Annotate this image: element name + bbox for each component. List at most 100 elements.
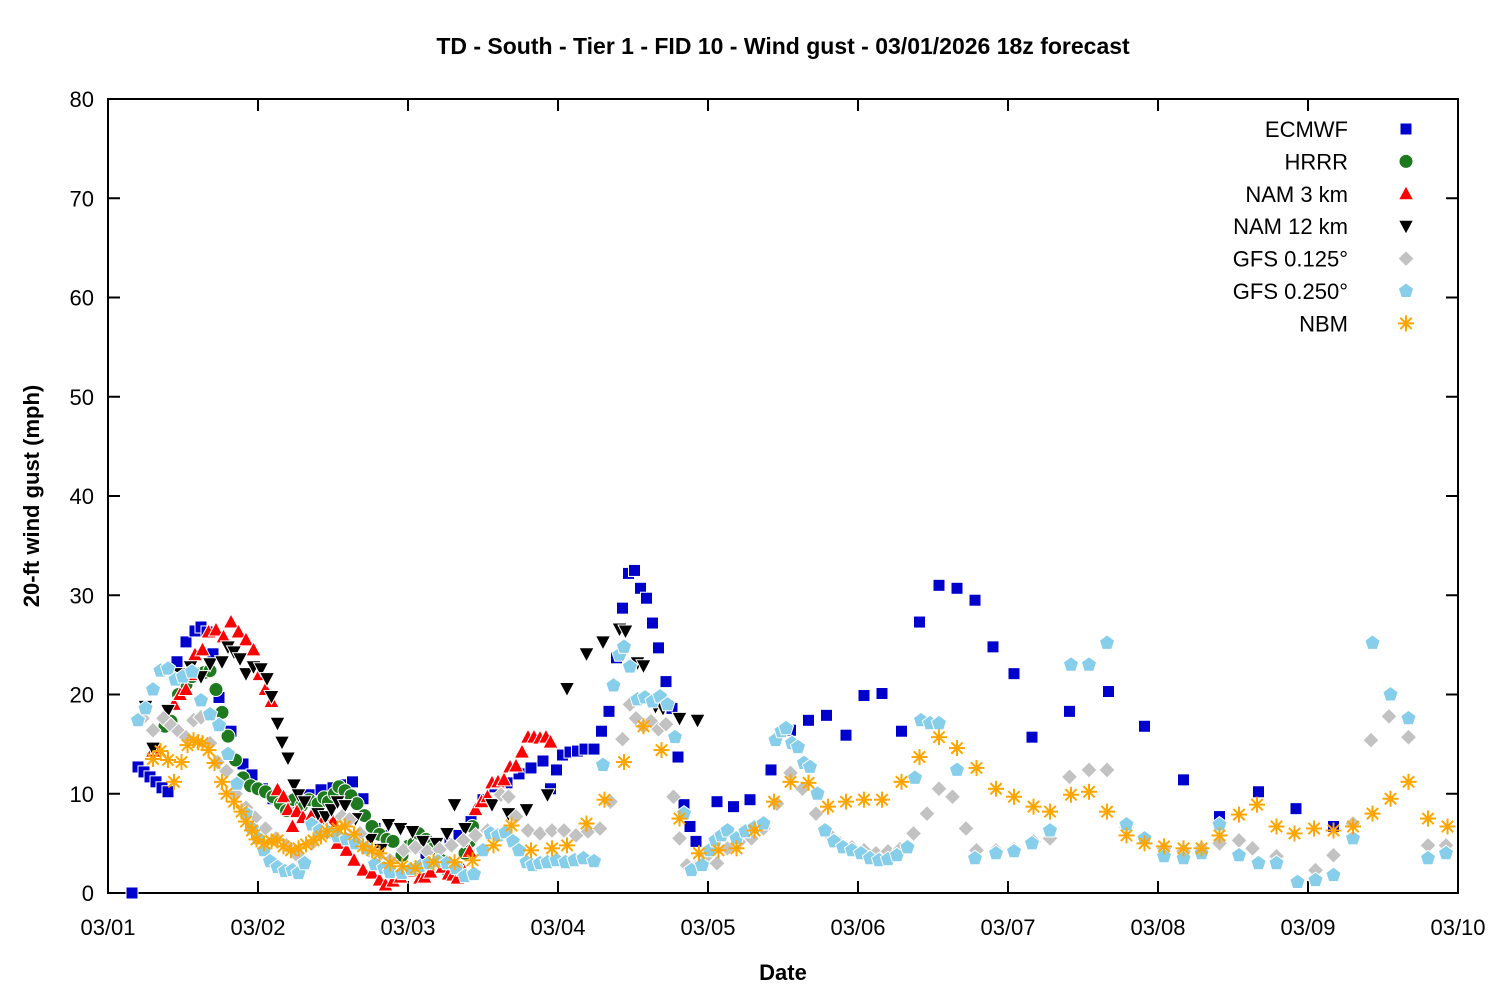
data-point-square — [743, 793, 757, 807]
data-point-asterisk — [578, 815, 595, 832]
y-tick-label: 10 — [70, 782, 94, 807]
data-point-triangle-down — [404, 824, 421, 841]
data-point-diamond — [957, 819, 975, 838]
data-point-square — [671, 750, 685, 764]
data-point-pentagon — [719, 821, 736, 838]
data-point-square — [710, 795, 724, 809]
data-point-triangle-up — [237, 630, 255, 647]
data-point-diamond — [1362, 731, 1380, 749]
data-point-square — [913, 615, 926, 629]
data-point-triangle-up — [422, 863, 439, 879]
data-point-asterisk — [371, 845, 388, 862]
data-point-pentagon — [605, 676, 622, 693]
data-point-square — [839, 728, 853, 742]
data-point-diamond — [613, 730, 632, 748]
data-point-pentagon — [296, 854, 313, 871]
data-point-square — [857, 688, 871, 702]
data-point-pentagon — [1155, 847, 1173, 864]
data-point-square — [1138, 719, 1151, 733]
data-point-square — [179, 635, 193, 649]
data-point-triangle-up — [222, 612, 240, 629]
data-point-triangle-down — [483, 798, 501, 814]
data-point-pentagon — [1268, 854, 1285, 871]
data-point-square — [1025, 730, 1039, 744]
data-point-asterisk — [1081, 783, 1097, 800]
x-tick-label: 03/08 — [1130, 915, 1185, 940]
data-point-asterisk — [1211, 827, 1228, 844]
data-point-asterisk — [1286, 825, 1303, 842]
data-point-square — [646, 616, 659, 630]
data-point-triangle-down — [279, 751, 297, 768]
data-point-square — [161, 785, 175, 799]
data-point-triangle-up — [363, 864, 381, 880]
x-tick-label: 03/03 — [380, 915, 435, 940]
data-point-diamond — [591, 819, 609, 838]
data-point-pentagon — [666, 728, 684, 745]
data-point-pentagon — [159, 660, 177, 676]
data-point-triangle-down — [518, 803, 535, 819]
data-point-triangle-down — [456, 821, 474, 838]
data-point-square — [802, 713, 815, 727]
y-tick-label: 40 — [70, 484, 94, 509]
data-point-diamond — [1324, 846, 1343, 864]
legend-label: GFS 0.250° — [1233, 279, 1348, 304]
data-point-triangle-down — [635, 659, 652, 675]
data-point-pentagon — [1175, 849, 1192, 866]
data-point-triangle-down — [594, 635, 612, 651]
data-point-diamond — [1243, 839, 1262, 858]
data-point-pentagon — [1397, 282, 1415, 298]
data-point-asterisk — [446, 854, 463, 871]
data-point-asterisk — [152, 743, 169, 760]
data-point-triangle-up — [194, 640, 211, 657]
data-point-square — [1252, 785, 1265, 799]
data-point-pentagon — [1062, 656, 1080, 672]
data-point-pentagon — [816, 821, 834, 838]
data-point-diamond — [519, 821, 537, 840]
data-point-square — [125, 886, 139, 900]
data-point-pentagon — [615, 638, 633, 654]
data-point-asterisk — [616, 753, 632, 770]
data-point-square — [1102, 685, 1115, 699]
data-point-square — [968, 593, 982, 607]
data-point-triangle-down — [252, 662, 270, 678]
data-point-pentagon — [183, 663, 201, 679]
data-point-square — [932, 578, 946, 592]
legend: ECMWF HRRR NAM 3 km NAM 12 km GFS 0.125° GFS … — [1233, 117, 1415, 336]
data-point-circle — [385, 833, 401, 849]
data-point-diamond — [1380, 707, 1398, 726]
data-point-asterisk — [968, 759, 985, 776]
data-point-triangle-up — [513, 743, 531, 759]
data-point-diamond — [442, 836, 461, 855]
data-point-square — [689, 834, 703, 848]
data-point-diamond — [943, 788, 962, 806]
data-point-square — [875, 687, 889, 701]
data-point-asterisk — [346, 826, 362, 843]
data-point-pentagon — [906, 769, 924, 785]
data-point-asterisk — [1364, 805, 1381, 822]
data-point-asterisk — [173, 753, 190, 770]
data-point-asterisk — [200, 742, 217, 759]
data-point-square — [1177, 773, 1190, 787]
data-point-square — [587, 742, 601, 756]
data-point-triangle-up — [345, 851, 363, 867]
y-tick-label: 20 — [70, 683, 94, 708]
data-point-square — [550, 763, 563, 777]
data-point-diamond — [670, 829, 689, 848]
data-point-triangle-up — [207, 620, 225, 637]
data-point-asterisk — [1382, 790, 1399, 807]
data-point-triangle-down — [539, 788, 556, 804]
data-point-pentagon — [137, 699, 154, 716]
data-point-square — [683, 820, 697, 834]
data-point-asterisk — [407, 860, 424, 877]
data-point-triangle-down — [285, 778, 303, 794]
data-point-square — [1007, 667, 1021, 681]
data-point-triangle-down — [671, 711, 688, 728]
data-point-square — [986, 640, 1000, 654]
data-point-triangle-down — [273, 735, 291, 752]
data-point-square — [602, 704, 616, 718]
data-point-pentagon — [1289, 873, 1306, 890]
data-point-triangle-up — [507, 756, 525, 773]
data-point-asterisk — [653, 742, 670, 759]
data-point-asterisk — [1306, 820, 1322, 837]
data-point-square — [536, 754, 550, 768]
